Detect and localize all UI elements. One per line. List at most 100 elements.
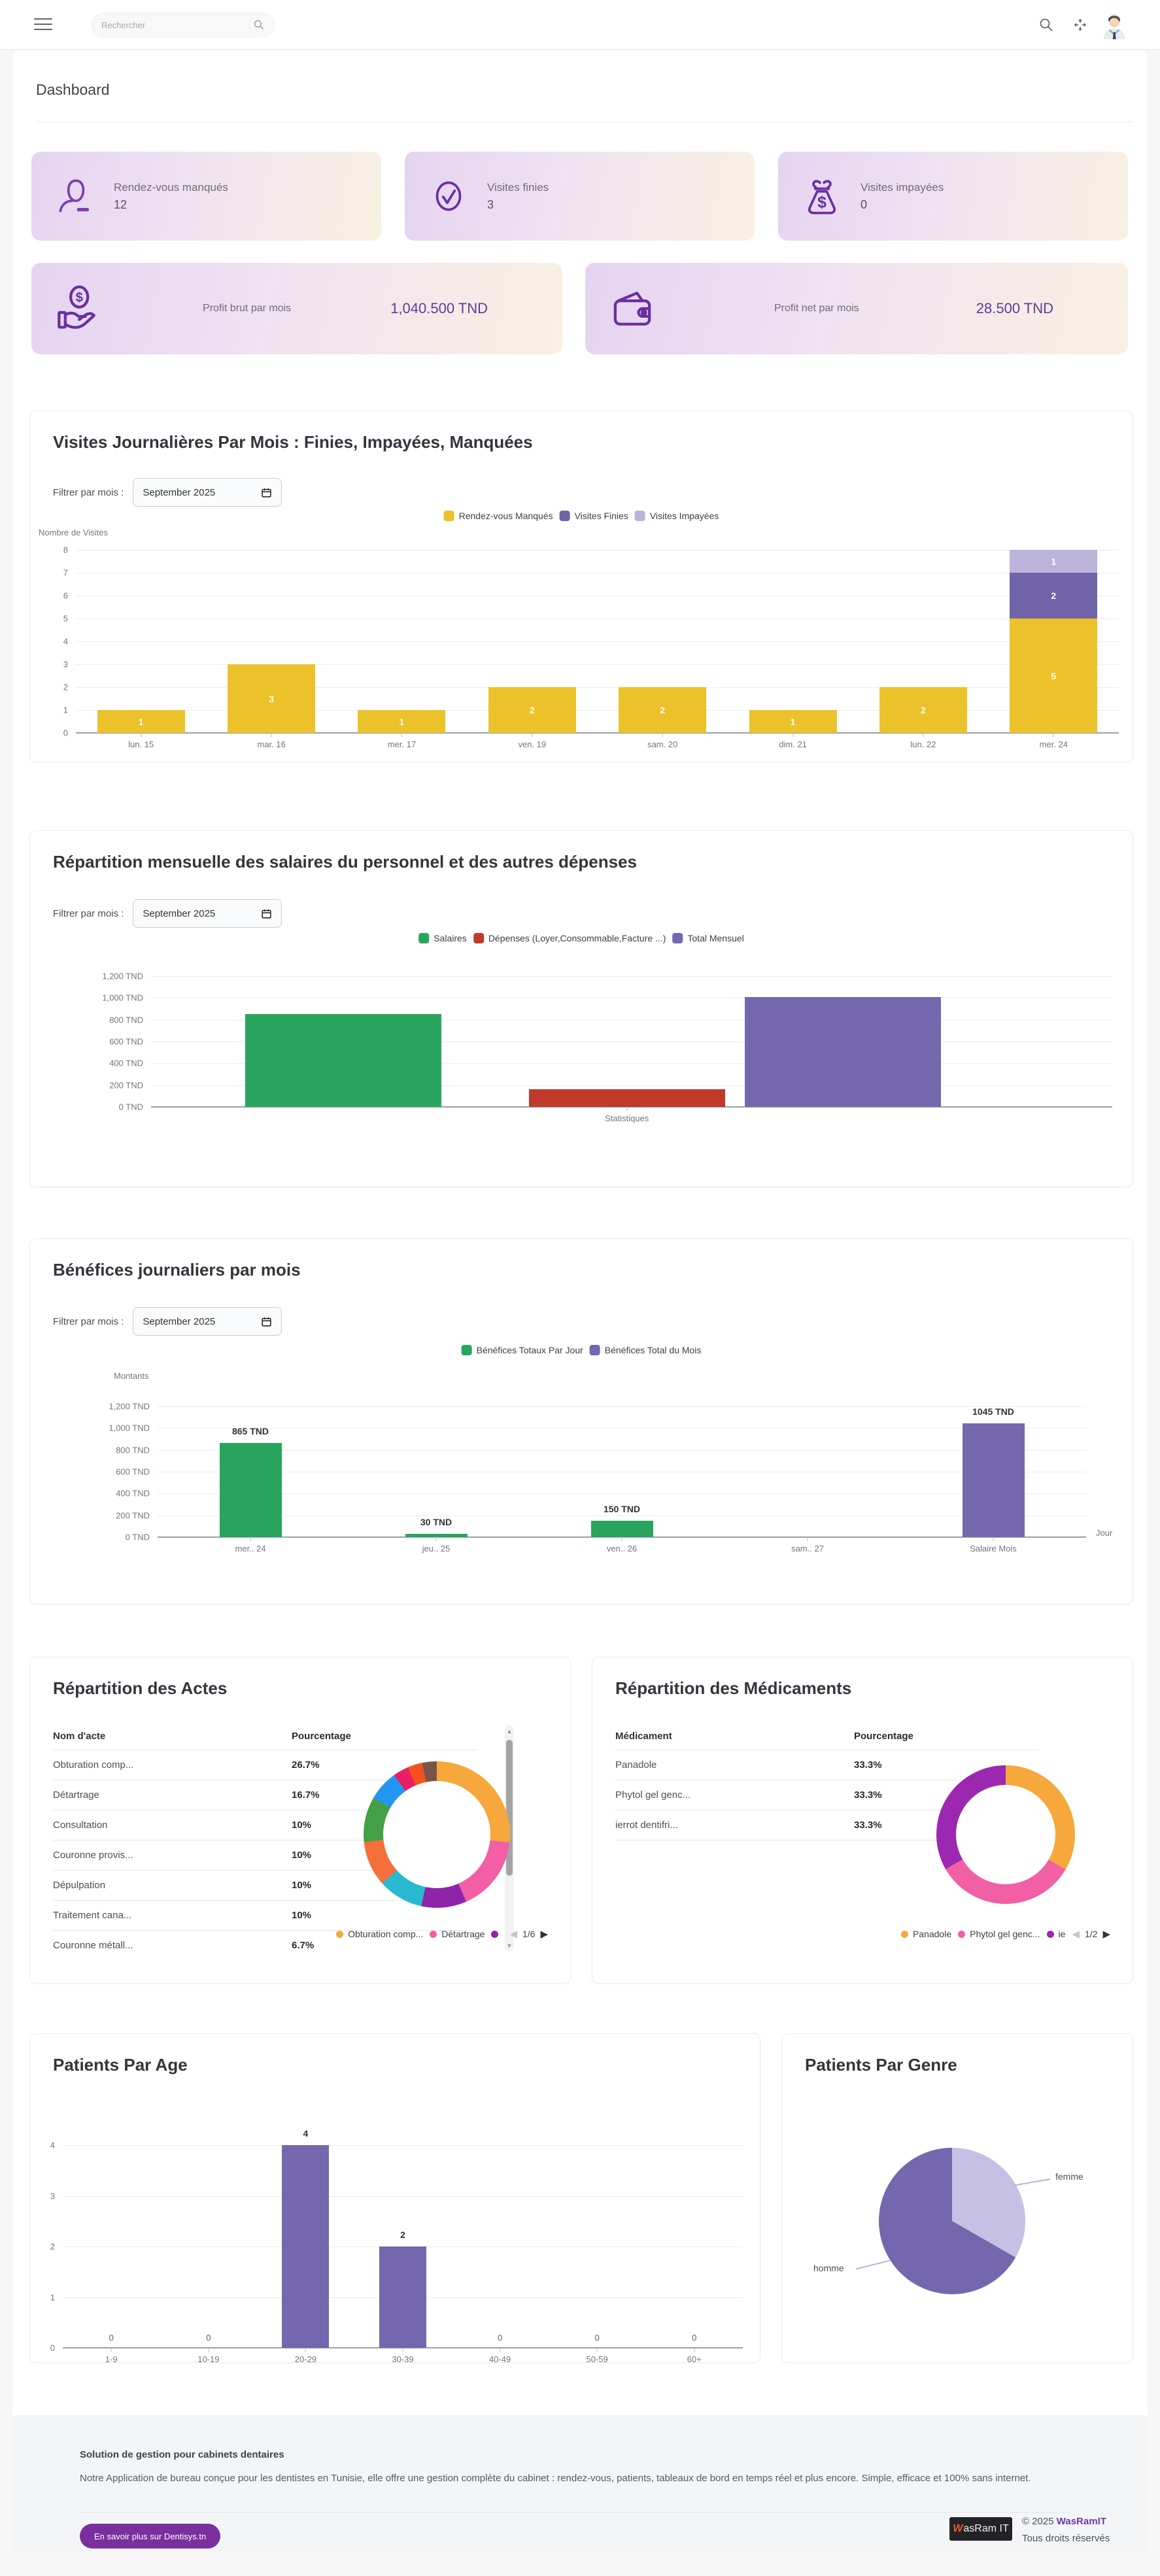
x-tick-label: mar. 16 xyxy=(257,739,286,749)
actes-table: Nom d'acte Pourcentage Obturation comp... 2… xyxy=(53,1723,477,1957)
stat-value: 0 xyxy=(861,197,868,211)
month-filter-value: September 2025 xyxy=(143,486,216,498)
gridline xyxy=(158,1406,1086,1407)
chart-title: Répartition des Actes xyxy=(53,1678,228,1698)
bar xyxy=(282,2145,330,2348)
legend-item[interactable]: Panadole xyxy=(900,1929,951,1939)
bar-value-label: 2 xyxy=(1051,590,1057,601)
x-tick-mark xyxy=(111,2348,112,2352)
gridline xyxy=(151,1085,1112,1086)
user-avatar[interactable] xyxy=(1100,10,1129,39)
x-tick-mark xyxy=(1053,733,1054,737)
scroll-down-icon[interactable]: ▼ xyxy=(506,1942,513,1949)
month-filter-input[interactable]: September 2025 xyxy=(133,899,282,928)
scrollbar-thumb[interactable] xyxy=(506,1740,513,1876)
x-tick-label: 30-39 xyxy=(392,2354,414,2364)
bar xyxy=(405,1534,468,1537)
donut-hole xyxy=(383,1781,490,1888)
x-tick-mark xyxy=(401,733,402,737)
stat-card-finished-visits: Visites finies 3 xyxy=(405,152,755,241)
chart-title: Répartition des Médicaments xyxy=(615,1678,852,1698)
gridline xyxy=(76,550,1119,551)
y-tick-label: 800 TND xyxy=(116,1445,150,1455)
bar: 2 xyxy=(488,687,576,733)
stat-label: Visites finies xyxy=(487,180,549,194)
legend-item[interactable]: Bénéfices Total du Mois xyxy=(589,1345,701,1355)
bar xyxy=(219,1442,282,1537)
bar-value-label: 1045 TND xyxy=(972,1406,1014,1417)
y-tick-label: 1 xyxy=(63,705,68,715)
y-tick-label: 0 xyxy=(63,728,68,738)
x-axis-line xyxy=(151,1106,1112,1108)
legend-item[interactable]: Obturation comp... xyxy=(336,1929,423,1939)
gridline xyxy=(158,1449,1086,1451)
chart-legend: Rendez-vous Manqués Visites Finies Visites… xyxy=(443,511,719,521)
bar-value-label: 2 xyxy=(921,705,926,715)
y-tick-label: 200 TND xyxy=(116,1510,150,1521)
table-row: Couronne provis... 10% xyxy=(53,1840,477,1871)
legend-item[interactable]: Visites Impayées xyxy=(634,511,719,521)
bar-value-label: 2 xyxy=(660,705,666,715)
gridline xyxy=(158,1428,1086,1429)
bar-value-label: 1 xyxy=(138,716,144,727)
search-icon[interactable] xyxy=(1038,17,1054,33)
table-row: Obturation comp... 26.7% xyxy=(53,1750,477,1780)
pie-label-homme: homme xyxy=(813,2263,844,2273)
bar: 2 xyxy=(879,687,967,733)
legend-item[interactable] xyxy=(491,1930,503,1938)
legend-item[interactable]: Bénéfices Totaux Par Jour xyxy=(461,1345,583,1355)
calendar-icon xyxy=(262,488,271,498)
prev-page-icon[interactable]: ◀ xyxy=(1072,1929,1080,1940)
gridline xyxy=(76,664,1119,665)
cell-name: Couronne provis... xyxy=(53,1850,133,1861)
cell-name: Traitement cana... xyxy=(53,1910,132,1921)
y-tick-label: 1,200 TND xyxy=(102,971,143,981)
learn-more-button[interactable]: En savoir plus sur Dentisys.tn xyxy=(80,2524,221,2549)
y-tick-label: 2 xyxy=(63,682,68,692)
search-input[interactable] xyxy=(101,20,253,30)
legend-item[interactable]: Dépenses (Loyer,Consommable,Facture ...) xyxy=(473,933,666,943)
legend-label: Détartrage xyxy=(441,1929,485,1939)
month-filter-input[interactable]: September 2025 xyxy=(133,478,282,507)
scroll-up-icon[interactable]: ▲ xyxy=(506,1728,513,1735)
x-tick-label: sam. 20 xyxy=(647,739,678,749)
legend-item[interactable]: ie xyxy=(1046,1929,1065,1939)
chart-title: Patients Par Genre xyxy=(805,2055,957,2075)
chart-title: Visites Journalières Par Mois : Finies, … xyxy=(53,432,533,452)
prev-page-icon[interactable]: ◀ xyxy=(509,1929,517,1940)
x-tick-mark xyxy=(626,1107,628,1111)
cell-name: Obturation comp... xyxy=(53,1759,134,1771)
bar-value-label: 1 xyxy=(1051,556,1057,567)
legend-item[interactable]: Visites Finies xyxy=(559,511,628,521)
gridline xyxy=(158,1493,1086,1495)
legend-swatch xyxy=(900,1930,908,1938)
x-axis-line xyxy=(76,732,1119,734)
month-filter-input[interactable]: September 2025 xyxy=(133,1307,282,1336)
cell-pct: 33.3% xyxy=(854,1820,882,1831)
legend-item[interactable]: Rendez-vous Manqués xyxy=(443,511,553,521)
bar-value-label: 150 TND xyxy=(603,1504,641,1514)
bar: 1 xyxy=(97,710,185,733)
legend-item[interactable]: Détartrage xyxy=(430,1929,485,1939)
menu-icon[interactable] xyxy=(34,18,52,31)
legend-swatch xyxy=(634,511,645,521)
cell-pct: 10% xyxy=(292,1910,312,1921)
next-page-icon[interactable]: ▶ xyxy=(540,1929,548,1940)
fullscreen-icon[interactable] xyxy=(1072,17,1088,33)
column-header: Pourcentage xyxy=(854,1731,913,1742)
search-box[interactable] xyxy=(92,12,275,37)
bar-value-label: 5 xyxy=(1051,670,1057,681)
bar: 2 xyxy=(1010,573,1098,619)
next-page-icon[interactable]: ▶ xyxy=(1102,1929,1110,1940)
x-tick-label: 60+ xyxy=(687,2354,702,2364)
visites-bar-chart: 0 1 2 3 4 5 6 7 8 lun. 15 1 mar. 16 3 mer. 17 1 ven. 19… xyxy=(63,545,1119,749)
legend-item[interactable]: Phytol gel genc... xyxy=(958,1929,1040,1939)
bar-value-label: 1 xyxy=(399,716,405,727)
filter-label: Filtrer par mois : xyxy=(53,486,124,498)
x-tick-mark xyxy=(435,1537,437,1541)
cell-pct: 16.7% xyxy=(292,1789,320,1801)
medicaments-table: Médicament Pourcentage Panadole 33.3% Phytol… xyxy=(615,1723,1039,1840)
legend-item[interactable]: Salaires xyxy=(418,933,467,943)
y-tick-label: 200 TND xyxy=(109,1080,143,1091)
legend-item[interactable]: Total Mensuel xyxy=(672,933,744,943)
